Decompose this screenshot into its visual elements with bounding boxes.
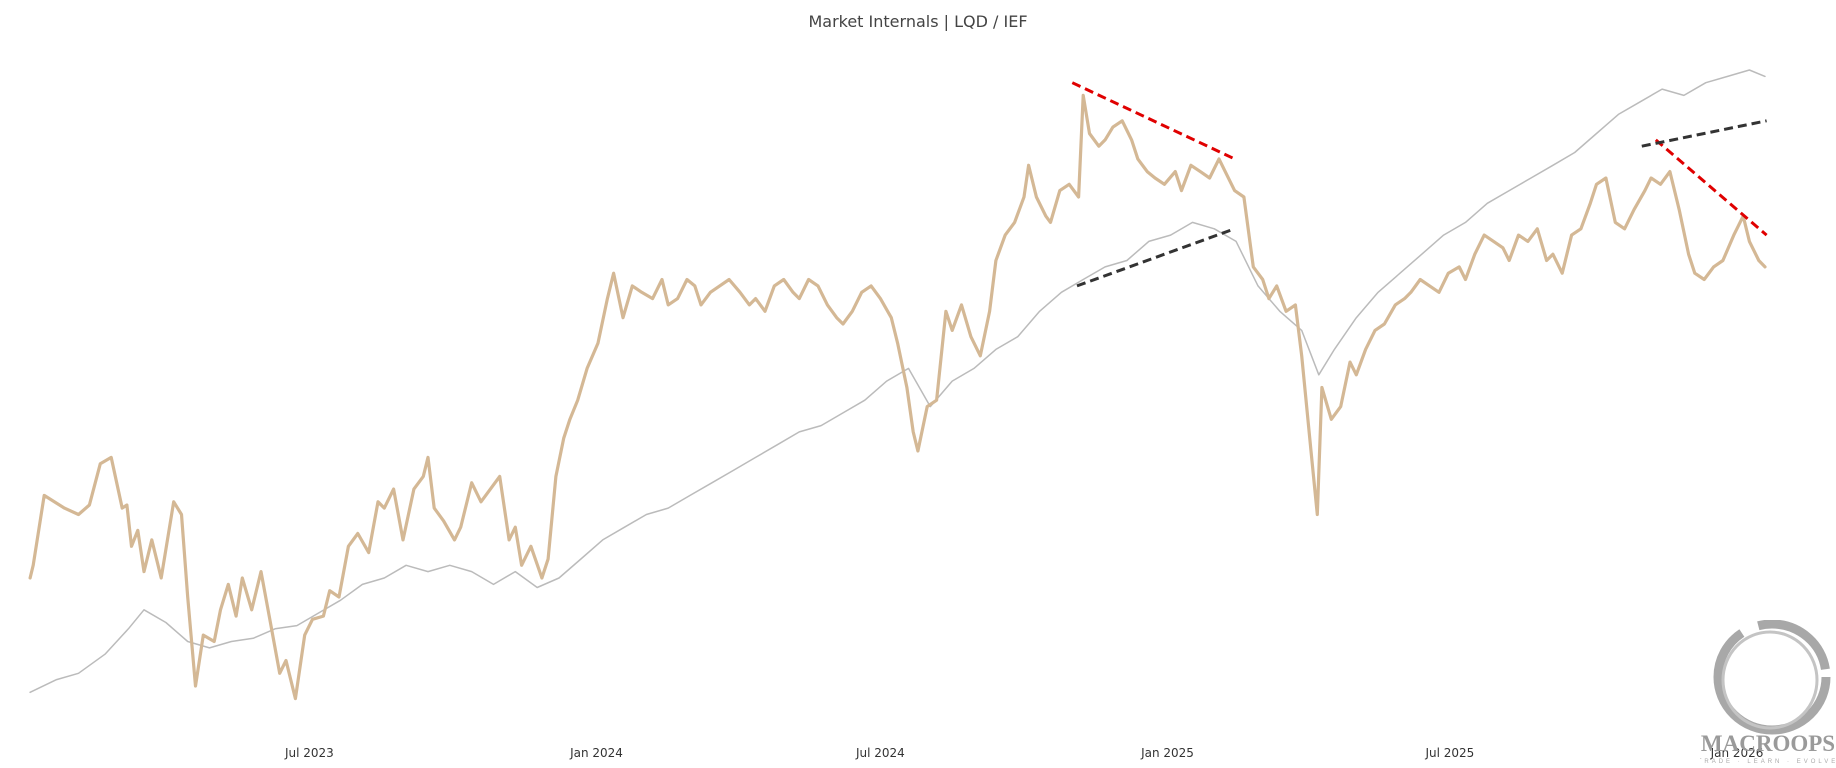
logo-wordmark: MACROOPS [1701, 731, 1835, 756]
red-trendline-0 [1071, 81, 1236, 161]
x-tick-label: Jul 2024 [855, 746, 905, 760]
x-tick-label: Jan 2024 [569, 746, 623, 760]
logo-tagline: TRADE · LEARN · EVOLVE [1700, 759, 1836, 765]
trendline-annotations [1071, 81, 1768, 288]
chart-title: Market Internals | LQD / IEF [808, 12, 1028, 31]
macroops-logo: MACROOPS TRADE · LEARN · EVOLVE [1700, 620, 1836, 765]
black-trendline-3 [1641, 119, 1767, 148]
brush-circle-inner-icon [1721, 630, 1819, 730]
series-line-comparison [29, 69, 1766, 694]
black-trendline-2 [1076, 227, 1236, 288]
series-layer [28, 69, 1767, 701]
x-axis: Jul 2023 Jan 2024 Jul 2024 Jan 2025 Jul 2025… [284, 746, 1763, 760]
x-tick-label: Jul 2025 [1424, 746, 1474, 760]
x-tick-label: Jan 2025 [1140, 746, 1194, 760]
x-tick-label: Jan 2026 [1710, 746, 1764, 760]
red-trendline-1 [1654, 138, 1768, 237]
brush-circle-icon [1713, 620, 1831, 735]
x-tick-label: Jul 2023 [284, 746, 334, 760]
series-line-ratio [28, 93, 1767, 701]
